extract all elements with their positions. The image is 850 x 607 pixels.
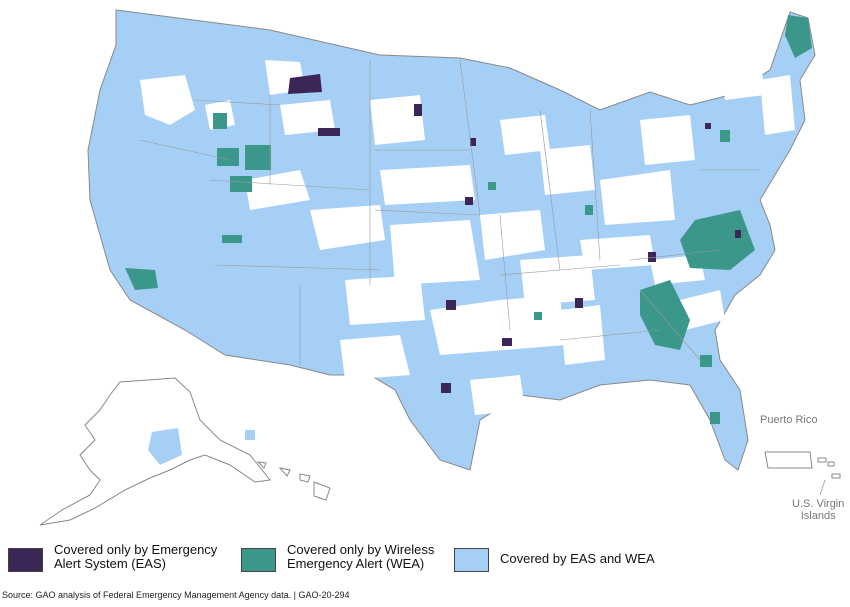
alaska-covered-area [148, 428, 182, 465]
puerto-rico-outline [764, 451, 813, 469]
both-swatch [454, 548, 489, 572]
wea-only-areas [125, 15, 812, 424]
eas-only-areas [288, 74, 741, 393]
hawaii-islands [256, 461, 331, 501]
alaska-covered-area [245, 430, 255, 440]
eas-only-swatch [8, 548, 43, 572]
legend: Covered only by Emergency Alert System (… [8, 543, 708, 577]
virgin-islands-label: U.S. Virgin Islands [792, 498, 844, 522]
legend-item-both: Covered by EAS and WEA [454, 543, 720, 572]
eas-only-label: Covered only by Emergency Alert System (… [54, 542, 218, 571]
legend-item-wea-only: Covered only by Wireless Emergency Alert… [241, 543, 457, 572]
virgin-islands-label-line1: U.S. Virgin [792, 498, 845, 510]
source-note: Source: GAO analysis of Federal Emergenc… [2, 590, 350, 600]
uncovered-areas [140, 55, 795, 415]
both-label: Covered by EAS and WEA [500, 551, 655, 566]
puerto-rico-label: Puerto Rico [760, 414, 818, 426]
legend-item-eas-only: Covered only by Emergency Alert System (… [8, 543, 224, 572]
virgin-islands-leader-line [819, 479, 826, 496]
virgin-islands [817, 457, 841, 479]
virgin-islands-label-line2: Islands [800, 510, 836, 522]
wea-only-label: Covered only by Wireless Emergency Alert… [287, 542, 435, 571]
state-borders [139, 59, 760, 365]
wea-only-swatch [241, 548, 276, 572]
